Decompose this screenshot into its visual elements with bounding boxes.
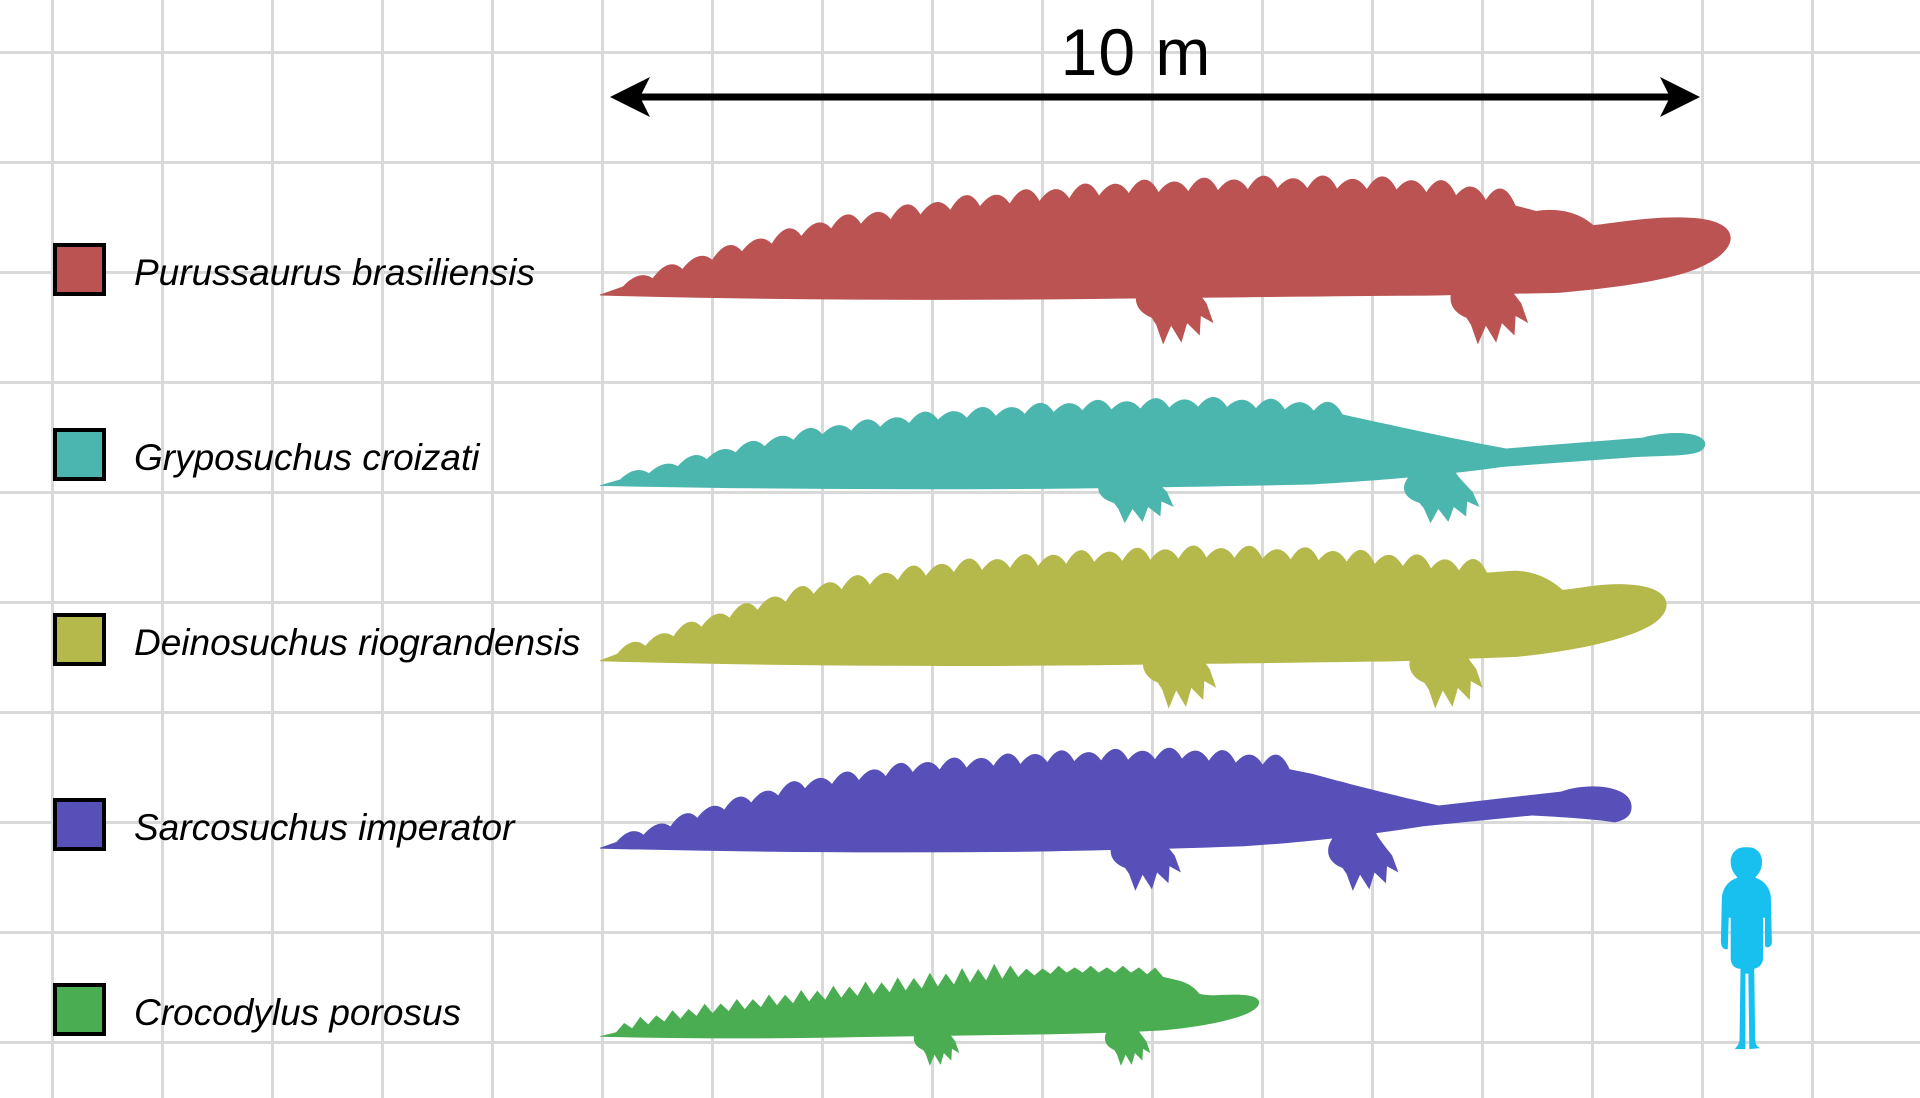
scale-bar-label: 10 m <box>1060 15 1212 89</box>
silhouette-sarcosuchus-imperator <box>600 747 1632 891</box>
legend-item: Deinosuchus riograndensis <box>53 613 580 666</box>
silhouette-purussaurus-brasiliensis <box>600 175 1731 345</box>
species-label: Sarcosuchus imperator <box>134 806 515 848</box>
arrowhead-right-icon <box>1660 77 1700 117</box>
species-label: Deinosuchus riograndensis <box>134 621 581 663</box>
silhouette-deinosuchus-riograndensis <box>600 545 1667 709</box>
legend-item: Sarcosuchus imperator <box>53 798 514 851</box>
legend-swatch-crocodylus <box>53 983 106 1036</box>
legend-item: Purussaurus brasiliensis <box>53 243 535 296</box>
legend-swatch-purussaurus <box>53 243 106 296</box>
species-label: Crocodylus porosus <box>134 991 461 1033</box>
legend-item: Gryposuchus croizati <box>53 428 479 481</box>
scale-bar-arrow <box>610 77 1700 117</box>
arrowhead-left-icon <box>610 77 650 117</box>
legend-item: Crocodylus porosus <box>53 983 461 1036</box>
species-label: Purussaurus brasiliensis <box>134 251 536 293</box>
legend-swatch-gryposuchus <box>53 428 106 481</box>
species-label: Gryposuchus croizati <box>134 436 480 478</box>
legend-swatch-deinosuchus <box>53 613 106 666</box>
human-silhouette <box>1720 847 1772 1050</box>
silhouette-crocodylus-porosus <box>600 963 1260 1066</box>
legend-swatch-sarcosuchus <box>53 798 106 851</box>
silhouette-gryposuchus-croizati <box>600 397 1706 524</box>
